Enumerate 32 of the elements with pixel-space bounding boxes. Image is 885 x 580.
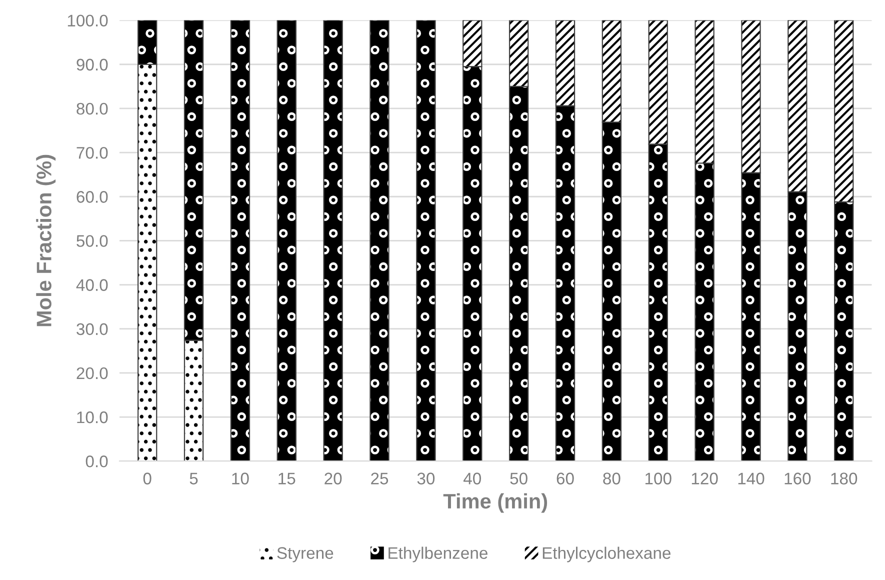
y-tick-label: 50.0 (76, 235, 108, 247)
x-tick-label: 120 (692, 472, 718, 484)
y-tick-label: 60.0 (76, 191, 108, 203)
y-tick-label: 80.0 (76, 102, 108, 115)
x-tick-label: 10 (232, 472, 249, 484)
legend-label: Ethylcyclohexane (542, 546, 671, 562)
x-tick-label: 140 (738, 472, 764, 484)
x-tick-label: 50 (510, 472, 528, 484)
y-tick-label: 90.0 (76, 58, 108, 71)
x-tick-label: 80 (603, 472, 620, 484)
x-tick-label: 15 (278, 472, 296, 484)
legend-label: Ethylbenzene (388, 546, 488, 562)
legend-label: Styrene (277, 547, 334, 562)
y-tick-label: 40.0 (76, 279, 108, 291)
x-tick-label: 5 (190, 472, 198, 484)
y-tick-label: 0.0 (86, 456, 108, 468)
y-axis-title: Mole Fraction (%) (36, 154, 56, 326)
x-tick-label: 20 (324, 472, 342, 484)
y-tick-label: 10.0 (77, 411, 108, 424)
x-tick-label: 40 (463, 472, 481, 484)
x-tick-label: 180 (831, 472, 858, 484)
x-tick-label: 0 (143, 472, 152, 484)
x-axis-title: Time (min) (443, 493, 548, 513)
x-tick-label: 160 (784, 472, 811, 484)
x-tick-label: 30 (417, 472, 435, 484)
y-tick-label: 20.0 (76, 367, 108, 380)
y-tick-label: 70.0 (76, 146, 108, 159)
y-tick-label: 100.0 (68, 14, 108, 27)
y-tick-label: 30.0 (76, 323, 108, 336)
x-tick-label: 60 (556, 472, 574, 484)
x-tick-label: 100 (645, 472, 672, 484)
x-tick-label: 25 (371, 472, 388, 484)
